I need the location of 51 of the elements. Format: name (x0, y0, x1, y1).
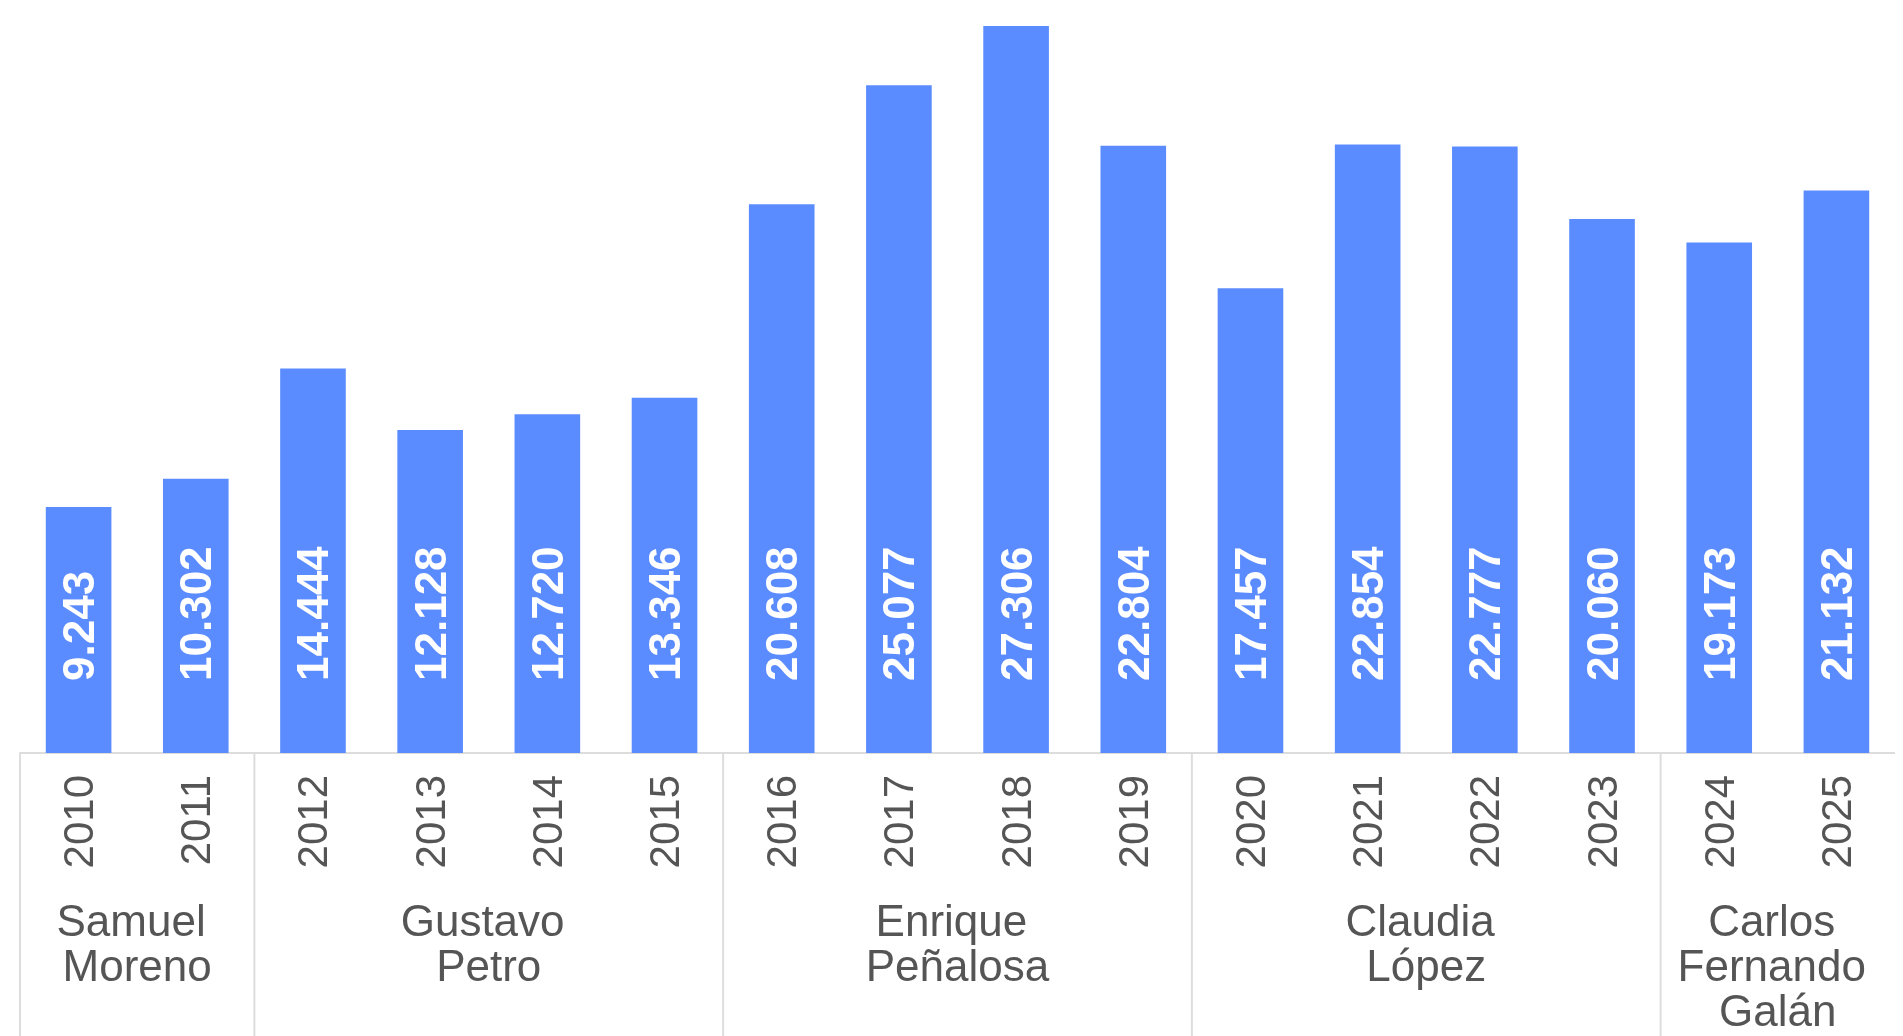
bar (866, 85, 932, 753)
x-tick-label: 2024 (1695, 775, 1743, 869)
bar (1686, 242, 1753, 753)
x-tick-label: 2020 (1226, 775, 1274, 869)
x-tick-label: 2010 (55, 775, 103, 869)
bar (514, 414, 581, 753)
x-tick-label: 2016 (758, 775, 806, 869)
text: Samuel Moreno (56, 896, 218, 990)
x-tick-label: 2025 (1812, 775, 1860, 869)
x-tick-label: 2023 (1578, 775, 1626, 869)
bar (983, 26, 1049, 753)
bar (1569, 218, 1635, 753)
bar (1100, 145, 1167, 753)
x-tick-label: 2018 (992, 775, 1040, 869)
data-label: 9.243 (54, 570, 104, 681)
text: Carlos Fernando Galán (1677, 896, 1879, 1035)
data-label: 22.854 (1343, 545, 1393, 681)
x-tick-label: 2013 (406, 775, 454, 869)
x-tick-label: 2017 (875, 775, 923, 869)
x-tick-label: 2022 (1461, 775, 1509, 869)
data-label: 19.173 (1694, 546, 1744, 681)
data-label: 12.720 (522, 546, 572, 681)
data-label: 20.060 (1577, 546, 1627, 681)
x-tick-label: 2019 (1109, 775, 1157, 869)
x-tick-label: 2011 (172, 775, 220, 866)
text: Gustavo Petro (400, 896, 577, 990)
x-tick-label: 2014 (523, 775, 571, 869)
x-tick-label: 2021 (1344, 775, 1392, 869)
data-label: 14.444 (288, 545, 338, 681)
text: Enrique Peñalosa (865, 896, 1050, 990)
data-label: 22.804 (1108, 545, 1158, 681)
data-label: 12.128 (405, 546, 455, 681)
data-label: 20.608 (757, 546, 807, 681)
bar (631, 397, 698, 753)
bar (748, 204, 815, 753)
data-label: 13.346 (640, 546, 690, 681)
x-tick-label: 2012 (289, 775, 337, 869)
data-label: 10.302 (171, 546, 221, 681)
data-label: 25.077 (874, 546, 924, 681)
bar (1334, 144, 1401, 753)
data-label: 27.306 (991, 546, 1041, 681)
text: Claudia López (1345, 896, 1507, 990)
bar (397, 430, 463, 753)
data-label: 21.132 (1811, 546, 1861, 681)
x-tick-label: 2015 (641, 775, 689, 869)
bar (1452, 146, 1518, 753)
bar (1217, 288, 1284, 753)
bar (1803, 190, 1870, 753)
data-label: 17.457 (1225, 546, 1275, 681)
bar (280, 368, 346, 753)
data-label: 22.777 (1460, 546, 1510, 681)
